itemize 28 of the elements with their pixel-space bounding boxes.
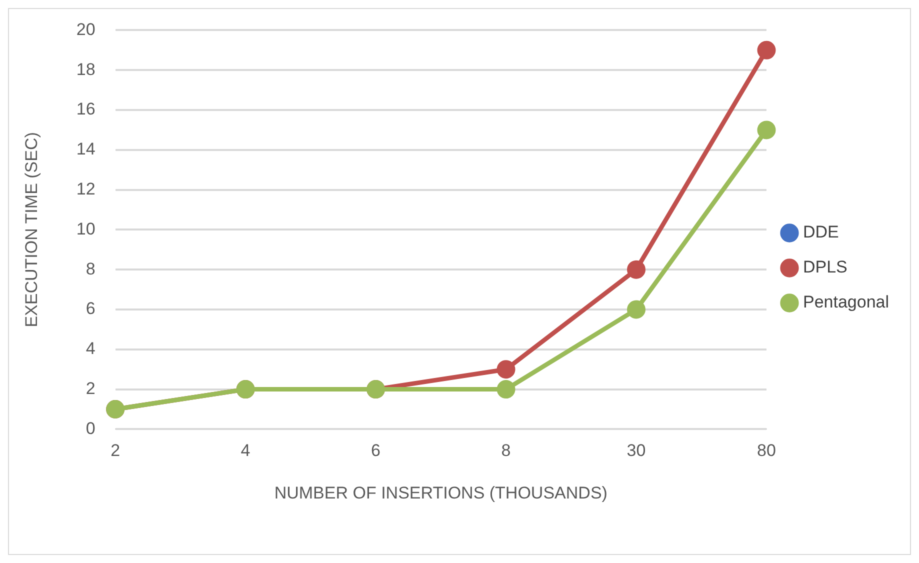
x-tick-label: 4 <box>240 441 250 460</box>
y-axis-title: EXECUTION TIME (SEC) <box>22 132 41 328</box>
x-tick-label: 30 <box>626 441 646 460</box>
point <box>496 380 516 399</box>
legend-label: DPLS <box>802 258 848 277</box>
point <box>757 120 776 140</box>
y-tick-label: 2 <box>86 378 96 398</box>
legend-label: Pentagonal <box>802 292 890 312</box>
x-tick-label: 8 <box>501 441 511 460</box>
point <box>626 260 646 279</box>
legend-label: DDE <box>802 222 839 242</box>
point <box>626 300 646 319</box>
y-tick-label: 12 <box>76 179 96 198</box>
y-tick-label: 14 <box>76 140 96 159</box>
point <box>496 360 516 379</box>
x-axis-title: NUMBER OF INSERTIONS (THOUSANDS) <box>274 483 608 502</box>
x-tick-label: 6 <box>371 441 381 460</box>
y-tick-label: 6 <box>86 299 96 318</box>
y-tick-label: 8 <box>86 259 96 278</box>
y-tick-label: 10 <box>76 219 96 238</box>
x-tick-label: 2 <box>110 441 120 460</box>
y-tick-label: 0 <box>86 418 96 438</box>
y-tick-label: 16 <box>76 100 96 119</box>
y-tick-label: 18 <box>76 60 96 79</box>
y-tick-label: 20 <box>76 20 96 39</box>
y-tick-label: 4 <box>86 339 96 358</box>
point <box>757 40 776 60</box>
x-tick-label: 80 <box>757 441 776 460</box>
